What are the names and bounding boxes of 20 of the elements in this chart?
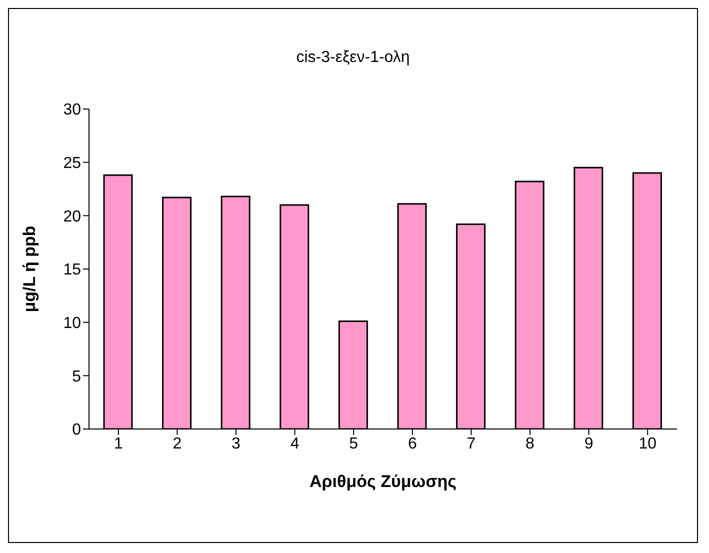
y-tick-label: 25	[63, 155, 82, 172]
x-axis-title: Αριθμός Ζύμωσης	[310, 472, 457, 491]
x-tick-label: 1	[114, 435, 123, 452]
chart-title: cis-3-εξεν-1-ολη	[295, 49, 411, 67]
x-tick-label: 7	[466, 435, 476, 452]
x-tick-label: 4	[290, 435, 300, 452]
x-tick-label: 2	[172, 435, 182, 452]
x-tick-label: 3	[232, 435, 241, 452]
x-tick-label: 10	[638, 435, 657, 452]
y-tick-label: 15	[63, 262, 82, 279]
y-tick-label: 30	[63, 102, 82, 119]
y-tick-label: 5	[72, 368, 82, 386]
x-tick-label: 6	[408, 435, 417, 452]
y-axis-title: μg/L ή ppb	[20, 226, 40, 312]
x-tick-label: 5	[349, 435, 358, 452]
y-tick-label: 20	[63, 208, 82, 226]
x-tick-label: 8	[526, 435, 535, 452]
y-tick-label: 0	[72, 422, 82, 439]
x-tick-label: 9	[584, 435, 594, 452]
y-tick-label: 10	[63, 315, 82, 332]
